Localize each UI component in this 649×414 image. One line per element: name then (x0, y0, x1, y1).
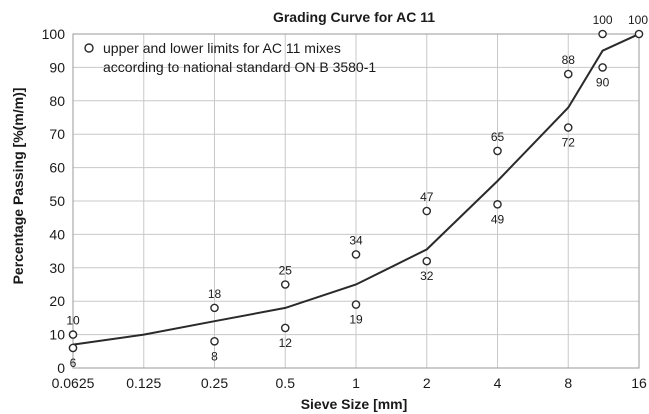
grid-lines (72, 33, 640, 369)
chart-title: Grading Curve for AC 11 (273, 9, 435, 25)
y-tick-label: 80 (49, 93, 65, 109)
x-tick-label: 8 (564, 375, 572, 391)
upper-limit-point (210, 303, 219, 313)
upper-limit-label: 18 (208, 287, 222, 301)
lower-limit-point (598, 63, 607, 72)
lower-limit-label: 90 (596, 75, 610, 89)
y-tick-label: 50 (49, 193, 65, 209)
upper-limit-point (634, 29, 644, 39)
y-tick-label: 90 (49, 59, 65, 75)
upper-limit-label: 100 (593, 13, 613, 27)
x-tick-label: 2 (423, 375, 431, 391)
upper-limit-point (493, 146, 502, 156)
lower-limit-point (422, 256, 432, 266)
x-tick-label: 1 (352, 375, 360, 391)
x-tick-label: 0.0625 (52, 375, 95, 391)
y-tick-label: 10 (49, 327, 65, 343)
x-axis-ticks: 0.0625 0.125 0.25 0.5 1 2 4 8 16 (52, 375, 647, 391)
upper-limit-label: 47 (420, 190, 434, 204)
upper-limit-point (280, 280, 290, 289)
upper-limit-label: 65 (491, 130, 505, 144)
lower-limit-label: 6 (70, 356, 77, 370)
y-tick-label: 70 (49, 126, 65, 142)
upper-limit-point (68, 330, 78, 339)
upper-limit-label: 34 (349, 233, 363, 247)
legend-marker (84, 43, 94, 53)
lower-limit-point (68, 343, 78, 353)
y-tick-label: 60 (49, 160, 65, 176)
x-tick-label: 0.125 (126, 375, 161, 391)
x-tick-label: 16 (631, 375, 647, 391)
x-tick-label: 0.25 (201, 375, 228, 391)
legend-line-1: upper and lower limits for AC 11 mixes (103, 40, 341, 56)
lower-limit-point (493, 200, 502, 209)
legend-line-2: according to national standard ON B 3580… (103, 59, 376, 75)
lower-limit-point (351, 300, 361, 309)
lower-limit-point (563, 123, 573, 132)
y-axis-ticks: 0 10 20 30 40 50 60 70 80 90 100 (42, 26, 66, 376)
x-axis-title: Sieve Size [mm] (301, 396, 408, 412)
y-tick-label: 100 (42, 26, 66, 42)
x-tick-label: 0.5 (276, 375, 296, 391)
limit-markers (68, 29, 644, 353)
lower-limit-point (210, 336, 219, 346)
lower-limit-label: 32 (420, 269, 434, 283)
y-tick-label: 0 (57, 360, 65, 376)
y-tick-label: 20 (49, 293, 65, 309)
lower-limit-label: 8 (211, 349, 218, 363)
plot-frame (72, 33, 640, 369)
lower-limit-point (280, 323, 290, 333)
lower-limit-label: 72 (562, 136, 576, 150)
limit-labels: 10 18 25 34 47 65 88 100 100 6 8 12 19 32 49 72 90 (66, 13, 648, 370)
lower-limit-label: 12 (279, 336, 293, 350)
upper-limit-label: 25 (279, 264, 293, 278)
y-tick-label: 40 (49, 226, 65, 242)
upper-limit-point (598, 29, 607, 39)
x-tick-label: 4 (494, 375, 502, 391)
y-axis-title: Percentage Passing [%(m/m)] (10, 88, 26, 285)
upper-limit-label: 88 (562, 53, 576, 67)
upper-limit-point (422, 206, 432, 216)
upper-limit-label: 100 (628, 13, 648, 27)
y-tick-label: 30 (49, 260, 65, 276)
lower-limit-label: 19 (349, 313, 363, 327)
upper-limit-label: 10 (66, 314, 80, 328)
upper-limit-point (351, 250, 361, 259)
grading-curve-line (72, 33, 640, 346)
lower-limit-label: 49 (491, 212, 505, 226)
legend: upper and lower limits for AC 11 mixes a… (84, 40, 376, 75)
upper-limit-point (563, 69, 573, 79)
